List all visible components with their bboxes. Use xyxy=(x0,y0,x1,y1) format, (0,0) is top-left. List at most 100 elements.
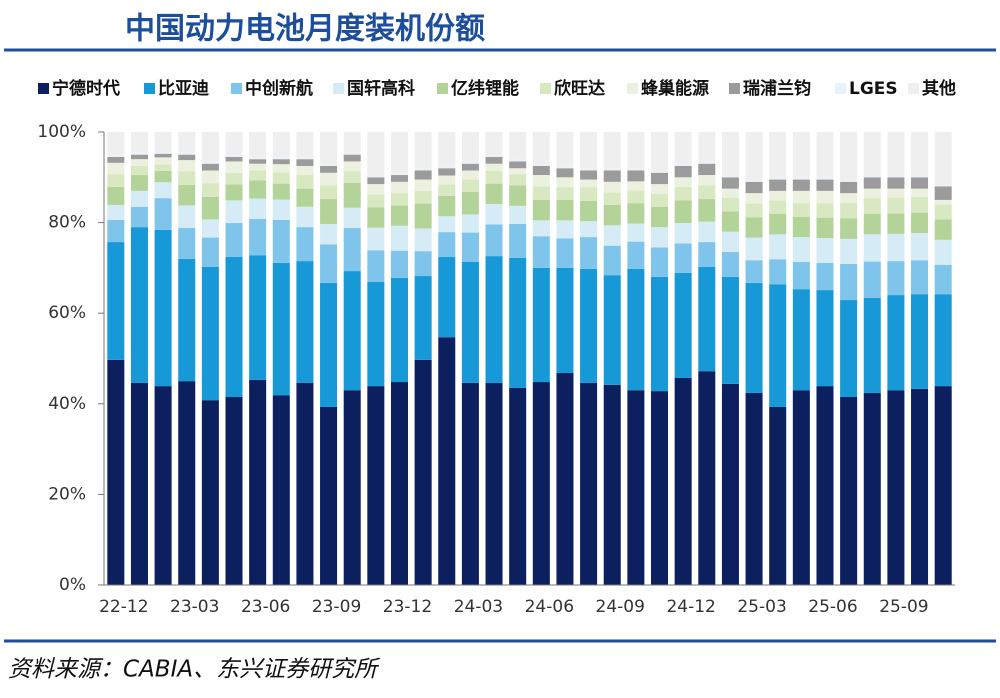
bar-segment xyxy=(934,219,952,240)
bar-segment xyxy=(532,267,550,383)
bar-segment xyxy=(769,234,787,260)
bar-segment xyxy=(178,185,196,206)
bar-segment xyxy=(627,223,645,242)
bar-segment xyxy=(934,264,952,295)
bar-segment xyxy=(792,203,810,217)
bar-segment xyxy=(651,194,669,207)
bar-segment xyxy=(532,132,550,165)
bar-segment xyxy=(130,175,148,191)
bar-segment xyxy=(674,243,692,273)
bar-segment xyxy=(627,241,645,269)
bar-segment xyxy=(154,164,172,171)
x-tick-label: 25-09 xyxy=(879,597,928,617)
bar-segment xyxy=(863,188,881,199)
bar-segment xyxy=(367,177,385,185)
legend-swatch xyxy=(38,83,49,94)
bar-segment xyxy=(911,177,929,189)
bar-segment xyxy=(296,159,314,166)
bar-segment xyxy=(296,261,314,383)
x-tick-label: 23-06 xyxy=(241,597,290,617)
bar-segment xyxy=(721,132,739,176)
chart-title: 中国动力电池月度装机份额 xyxy=(125,12,485,47)
x-tick-label: 25-03 xyxy=(737,597,786,617)
bar-segment xyxy=(532,382,550,585)
bar-segment xyxy=(154,386,172,585)
legend-label: 国轩高科 xyxy=(347,78,415,99)
bar-segment xyxy=(225,161,243,173)
legend-swatch xyxy=(835,83,846,94)
bar-segment xyxy=(674,272,692,378)
bar-segment xyxy=(745,132,763,181)
bar-segment xyxy=(745,181,763,194)
bar-segment xyxy=(390,175,408,182)
bar-segment xyxy=(178,154,196,161)
bar-segment xyxy=(698,242,716,267)
bar-segment xyxy=(367,175,385,178)
bar-segment xyxy=(272,164,290,173)
bar-segment xyxy=(674,165,692,178)
bar-segment xyxy=(272,199,290,220)
bar-segment xyxy=(461,163,479,171)
bar-segment xyxy=(107,132,125,156)
bar-segment xyxy=(580,132,598,169)
bar-segment xyxy=(107,162,125,175)
bar-segment xyxy=(934,186,952,200)
bar-segment xyxy=(887,233,905,262)
legend-label: 亿纬锂能 xyxy=(451,78,519,99)
legend-swatch xyxy=(231,83,242,94)
bar-segment xyxy=(272,262,290,396)
bar-segment xyxy=(887,177,905,189)
bar-segment xyxy=(698,175,716,186)
legend-label: 欣旺达 xyxy=(554,78,605,99)
bar-segment xyxy=(485,204,503,225)
x-tick-label: 24-09 xyxy=(596,597,645,617)
bar-segment xyxy=(390,277,408,383)
bar-segment xyxy=(390,181,408,194)
bar-segment xyxy=(272,157,290,160)
bar-segment xyxy=(201,163,219,171)
bar-segment xyxy=(580,221,598,238)
legend-swatch xyxy=(540,83,551,94)
bar-segment xyxy=(745,203,763,218)
bar-segment xyxy=(343,390,361,585)
bar-segment xyxy=(343,152,361,155)
bar-segment xyxy=(745,193,763,204)
bar-segment xyxy=(721,252,739,277)
bar-segment xyxy=(651,170,669,173)
y-tick-label: 40% xyxy=(48,394,86,414)
bar-segment xyxy=(603,275,621,385)
bar-segment xyxy=(651,206,669,228)
bar-segment xyxy=(934,239,952,265)
x-tick-label: 24-06 xyxy=(525,597,574,617)
bar-segment xyxy=(911,188,929,197)
bar-segment xyxy=(627,203,645,224)
bar-segment xyxy=(485,256,503,383)
legend-swatch xyxy=(144,83,155,94)
bar-segment xyxy=(509,185,527,206)
legend-swatch xyxy=(908,83,919,94)
bar-segment xyxy=(816,290,834,387)
legend-label: 蜂巢能源 xyxy=(641,78,709,99)
bar-segment xyxy=(580,168,598,171)
bar-segment xyxy=(130,206,148,228)
bar-segment xyxy=(721,188,739,198)
bar-segment xyxy=(390,193,408,206)
bar-segment xyxy=(792,132,810,178)
bar-segment xyxy=(816,203,834,218)
bar-segment xyxy=(461,161,479,164)
bar-segment xyxy=(698,266,716,372)
bar-segment xyxy=(461,170,479,180)
bar-segment xyxy=(934,184,952,187)
bar-segment xyxy=(721,276,739,384)
bar-segment xyxy=(296,132,314,158)
bar-segment xyxy=(343,182,361,208)
bar-segment xyxy=(509,257,527,388)
bar-segment xyxy=(816,217,834,239)
bar-segment xyxy=(532,165,550,176)
bar-segment xyxy=(627,190,645,204)
bar-segment xyxy=(296,188,314,207)
bar-segment xyxy=(296,206,314,228)
bar-segment xyxy=(556,372,574,585)
bar-segment xyxy=(580,268,598,383)
bar-segment xyxy=(367,207,385,228)
